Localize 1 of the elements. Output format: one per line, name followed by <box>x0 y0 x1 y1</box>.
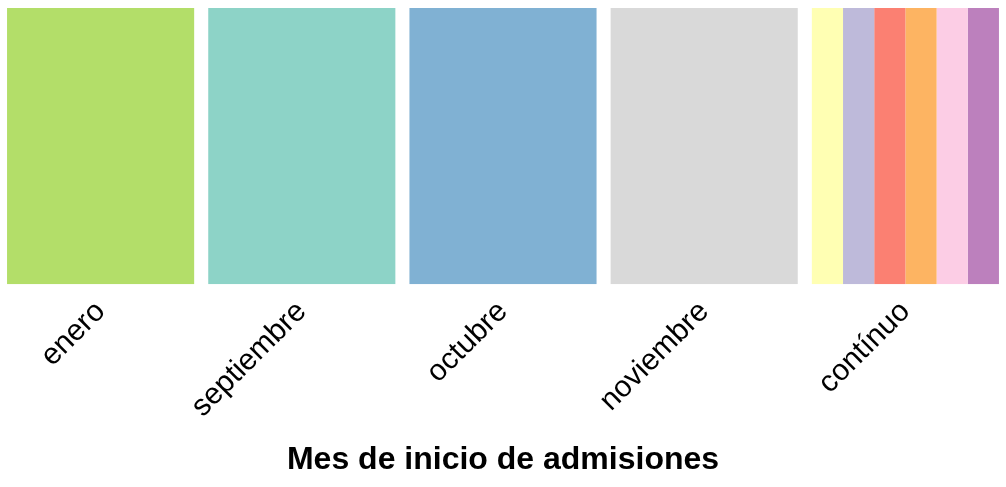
x-axis-title: Mes de inicio de admisiones <box>286 439 720 476</box>
